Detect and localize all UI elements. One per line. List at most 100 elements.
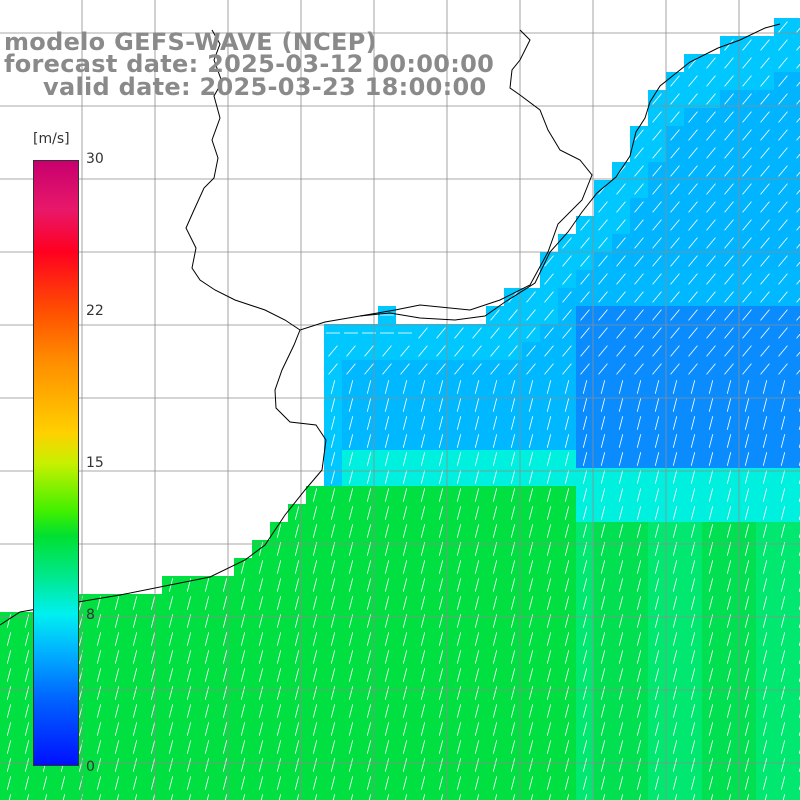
wind-arrow	[708, 452, 714, 466]
wind-arrow	[744, 524, 750, 538]
wind-arrow	[654, 668, 660, 682]
colorbar-tick-0: 0	[86, 759, 95, 775]
wind-arrow	[670, 93, 680, 105]
wind-arrow	[222, 668, 228, 682]
wind-arrow	[690, 776, 696, 790]
wind-arrow	[706, 165, 716, 177]
wind-arrow	[742, 237, 752, 249]
wind-arrow	[582, 416, 588, 430]
wind-arrow	[654, 704, 660, 718]
wind-arrow	[186, 740, 192, 754]
wind-arrow	[438, 398, 444, 412]
wind-arrow	[150, 758, 156, 772]
wind-arrow	[546, 722, 552, 736]
wind-arrow	[368, 794, 372, 800]
wind-arrow	[760, 93, 770, 105]
wind-arrow	[672, 398, 678, 412]
wind-arrow	[474, 560, 480, 574]
wind-arrow	[528, 614, 534, 628]
wind-arrow	[582, 470, 588, 484]
wind-cell	[540, 792, 558, 800]
wind-cell	[792, 756, 800, 774]
wind-cell	[792, 360, 800, 378]
wind-arrow	[724, 327, 734, 339]
wind-arrow	[778, 183, 788, 195]
wind-arrow	[474, 758, 480, 772]
wind-arrow	[222, 776, 228, 790]
wind-arrow	[762, 452, 768, 466]
wind-arrow	[420, 722, 426, 736]
wind-cell	[450, 792, 468, 800]
wind-arrow	[778, 345, 788, 357]
wind-cell	[792, 648, 800, 666]
wind-arrow	[742, 291, 752, 303]
wind-arrow	[780, 542, 786, 556]
wind-arrow	[384, 722, 390, 736]
wind-cell	[792, 558, 800, 576]
wind-arrow	[544, 363, 554, 375]
wind-arrow	[114, 758, 120, 772]
wind-arrow	[690, 398, 696, 412]
wind-cell	[792, 738, 800, 756]
wind-arrow	[672, 632, 678, 646]
wind-arrow	[600, 668, 606, 682]
wind-arrow	[616, 363, 626, 375]
wind-arrow	[634, 201, 644, 213]
wind-arrow	[546, 704, 552, 718]
wind-arrow	[670, 291, 680, 303]
wind-arrow	[402, 398, 408, 412]
wind-arrow	[188, 794, 192, 800]
wind-arrow	[528, 650, 534, 664]
wind-arrow	[618, 686, 624, 700]
wind-arrow	[744, 380, 750, 394]
wind-arrow	[564, 416, 570, 430]
wind-arrow	[168, 632, 174, 646]
wind-arrow	[456, 740, 462, 754]
wind-arrow	[744, 686, 750, 700]
wind-arrow	[366, 524, 372, 538]
wind-arrow	[780, 740, 786, 754]
wind-arrow	[726, 632, 732, 646]
wind-arrow	[796, 297, 800, 303]
wind-arrow	[562, 291, 572, 303]
wind-arrow	[546, 686, 552, 700]
wind-cell	[792, 180, 800, 198]
wind-arrow	[456, 380, 462, 394]
wind-arrow	[476, 794, 480, 800]
wind-arrow	[366, 758, 372, 772]
wind-arrow	[762, 488, 768, 502]
wind-arrow	[690, 452, 696, 466]
wind-arrow	[636, 614, 642, 628]
wind-arrow	[456, 434, 462, 448]
wind-arrow	[634, 147, 644, 159]
wind-arrow	[528, 506, 534, 520]
wind-arrow	[762, 614, 768, 628]
wind-arrow	[222, 578, 228, 592]
wind-arrow	[150, 740, 156, 754]
wind-arrow	[670, 363, 680, 375]
wind-arrow	[724, 39, 734, 51]
wind-arrow	[276, 524, 282, 538]
wind-arrow	[24, 650, 30, 664]
wind-arrow	[762, 578, 768, 592]
wind-arrow	[760, 75, 770, 87]
wind-arrow	[634, 327, 644, 339]
wind-arrow	[780, 722, 786, 736]
wind-arrow	[492, 632, 498, 646]
wind-arrow	[420, 380, 426, 394]
wind-arrow	[258, 560, 264, 574]
wind-arrow	[474, 704, 480, 718]
wind-arrow	[348, 758, 354, 772]
wind-arrow	[224, 794, 228, 800]
wind-arrow	[744, 668, 750, 682]
wind-arrow	[330, 614, 336, 628]
wind-arrow	[780, 758, 786, 772]
wind-arrow	[708, 398, 714, 412]
wind-arrow	[580, 291, 590, 303]
wind-arrow	[366, 740, 372, 754]
wind-arrow	[420, 740, 426, 754]
wind-arrow	[456, 470, 462, 484]
wind-arrow	[634, 291, 644, 303]
wind-arrow	[294, 632, 300, 646]
wind-arrow	[762, 722, 768, 736]
